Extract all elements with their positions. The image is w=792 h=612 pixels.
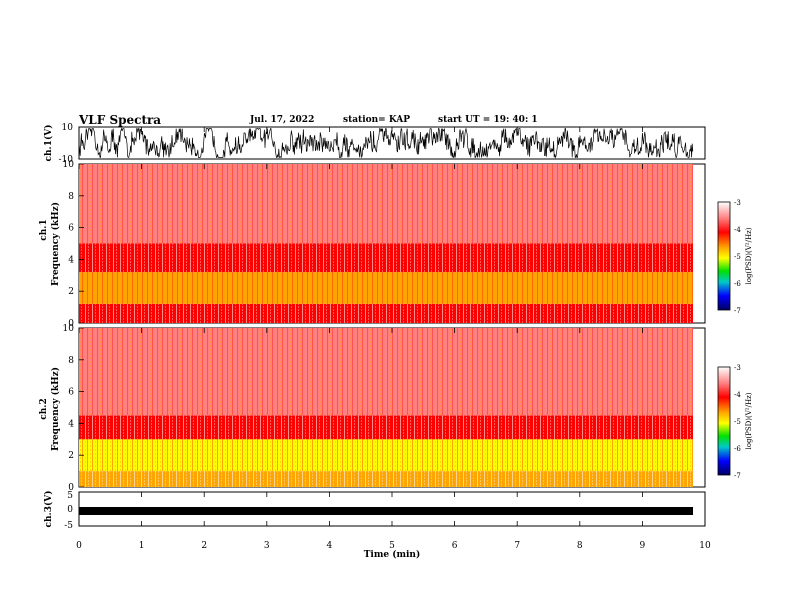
- ch1-ytick-top: 10: [62, 123, 74, 133]
- spectrogram-texture: [79, 243, 693, 273]
- colorbar-tick-label: -5: [734, 418, 741, 426]
- x-tick-label: 9: [640, 541, 646, 551]
- ch3-ytick-bottom: -5: [64, 521, 73, 531]
- ch2-spectrogram-bands: [79, 328, 693, 487]
- freq-tick-label: 6: [68, 224, 74, 234]
- ch3-ylabel: ch.3(V): [43, 491, 54, 528]
- colorbar-tick-label: -6: [734, 280, 741, 288]
- ch1-colorbar: -3 -4 -5 -6 -7 log(PSD)(V²/Hz): [717, 199, 753, 315]
- ch1-waveform-panel: 10 -10 ch.1(V): [43, 123, 706, 165]
- colorbar-tick-label: -5: [734, 253, 741, 261]
- station-label: station= KAP: [343, 115, 411, 125]
- spectrogram-texture: [79, 272, 693, 304]
- ch2-spec-ylabel: Frequency (kHz): [50, 367, 61, 451]
- ch3-waveform-panel: 5 0 -5 ch.3(V) 0 1 2 3 4 5 6 7 8 9 10 Time (min): [43, 127, 711, 560]
- ch2-colorbar: -3 -4 -5 -6 -7 log(PSD)(V²/Hz): [717, 364, 753, 480]
- colorbar-tick-label: -4: [734, 391, 741, 399]
- freq-tick-label: 4: [68, 255, 74, 265]
- colorbar-tick-label: -3: [734, 199, 741, 207]
- ch3-ytick-mid: 0: [67, 505, 73, 515]
- spectrogram-texture: [79, 439, 693, 472]
- x-tick-label: 5: [389, 541, 395, 551]
- colorbar-tick-label: -3: [734, 364, 741, 372]
- x-tick-label: 0: [76, 541, 82, 551]
- x-tick-label: 2: [201, 541, 207, 551]
- x-axis-label: Time (min): [364, 549, 421, 560]
- spectrogram-texture: [79, 328, 693, 416]
- ch3-waveform-trace: [79, 507, 693, 515]
- spectrogram-texture: [79, 164, 693, 244]
- colorbar-tick-label: -7: [734, 307, 741, 315]
- freq-tick-label: 2: [68, 451, 74, 461]
- x-tick-label: 10: [699, 541, 711, 551]
- ch1-colorbar-label: log(PSD)(V²/Hz): [745, 227, 753, 284]
- ch1-spectrogram-panel: ch.1 Frequency (kHz) 0 2 4 6 8 10: [39, 160, 706, 329]
- freq-tick-label: 2: [68, 287, 74, 297]
- spectrogram-texture: [79, 303, 693, 323]
- ch1-ylabel: ch.1(V): [43, 125, 54, 162]
- freq-tick-label: 4: [68, 419, 74, 429]
- ch2-spec-channel-label: ch.2: [39, 398, 49, 419]
- x-tick-label: 7: [514, 541, 520, 551]
- ch3-ytick-top: 5: [67, 491, 73, 501]
- ch1-spectrogram-bands: [79, 164, 693, 323]
- ch1-ytick-bottom: -10: [59, 155, 74, 165]
- x-tick-label: 8: [577, 541, 583, 551]
- freq-tick-label: 6: [68, 388, 74, 398]
- freq-tick-label: 0: [68, 319, 74, 329]
- freq-tick-label: 10: [63, 160, 75, 170]
- x-tick-label: 3: [264, 541, 270, 551]
- colorbar-tick-label: -7: [734, 472, 741, 480]
- x-tick-label: 1: [139, 541, 145, 551]
- start-time-label: start UT = 19: 40: 1: [438, 115, 538, 125]
- freq-tick-label: 10: [63, 324, 75, 334]
- ch1-spec-channel-label: ch.1: [39, 219, 49, 240]
- ch2-spectrogram-panel: ch.2 Frequency (kHz) 0 2 4 6 8 10: [39, 324, 706, 493]
- freq-tick-label: 8: [68, 192, 74, 202]
- spectrogram-texture: [79, 471, 693, 487]
- chart-title: VLF Spectra: [79, 113, 162, 127]
- freq-tick-label: 0: [68, 483, 74, 493]
- x-tick-label: 6: [452, 541, 458, 551]
- colorbar-tick-label: -6: [734, 445, 741, 453]
- spectrogram-texture: [79, 415, 693, 440]
- x-tick-label: 4: [327, 541, 333, 551]
- ch1-waveform-trace: [78, 127, 694, 159]
- freq-tick-label: 8: [68, 356, 74, 366]
- colorbar-tick-label: -4: [734, 226, 741, 234]
- ch2-colorbar-label: log(PSD)(V²/Hz): [745, 392, 753, 449]
- date-label: Jul. 17, 2022: [250, 115, 315, 125]
- ch1-spec-ylabel: Frequency (kHz): [50, 202, 61, 286]
